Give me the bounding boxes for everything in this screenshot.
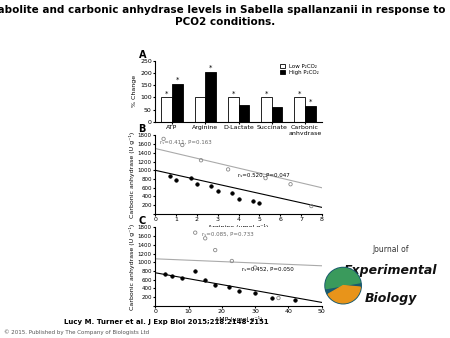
Bar	[194, 97, 205, 122]
Text: Experimental: Experimental	[344, 264, 437, 277]
Point	[166, 173, 173, 178]
Point	[249, 198, 256, 204]
Point	[198, 158, 205, 163]
Text: B: B	[139, 124, 146, 134]
Point	[287, 182, 294, 187]
Point	[212, 282, 219, 287]
Bar	[161, 97, 172, 122]
Text: *: *	[265, 91, 268, 96]
Text: Biology: Biology	[364, 292, 417, 305]
Point	[187, 175, 194, 181]
Point	[162, 271, 169, 276]
Point	[235, 288, 242, 294]
Point	[235, 197, 242, 202]
Text: rₛ=0.452, P=0.050: rₛ=0.452, P=0.050	[242, 267, 293, 272]
Text: A: A	[139, 50, 146, 59]
Circle shape	[325, 267, 361, 304]
Point	[172, 177, 180, 183]
Text: rₛ=0.411, P=0.163: rₛ=0.411, P=0.163	[160, 139, 212, 144]
Point	[275, 295, 282, 301]
Y-axis label: Carbonic anhydrase (U g⁻¹): Carbonic anhydrase (U g⁻¹)	[129, 131, 135, 218]
Text: *: *	[231, 91, 235, 96]
Text: Journal of: Journal of	[373, 245, 409, 254]
Text: *: *	[298, 91, 302, 96]
Point	[212, 247, 219, 253]
Point	[192, 230, 199, 235]
X-axis label: Arginine (μmol g⁻¹): Arginine (μmol g⁻¹)	[208, 224, 269, 230]
Y-axis label: Carbonic anhydrase (U g⁻¹): Carbonic anhydrase (U g⁻¹)	[129, 223, 135, 310]
Point	[168, 273, 176, 279]
Bar	[305, 106, 316, 122]
Text: *: *	[165, 91, 168, 96]
Point	[178, 275, 185, 281]
Point	[292, 297, 299, 303]
Y-axis label: % Change: % Change	[132, 75, 137, 107]
Point	[228, 258, 235, 264]
Bar	[261, 97, 272, 122]
Text: *: *	[209, 65, 212, 71]
Wedge shape	[328, 286, 360, 303]
X-axis label: AMP (μmol g⁻¹): AMP (μmol g⁻¹)	[215, 316, 262, 322]
Bar	[272, 107, 283, 122]
Point	[262, 175, 269, 181]
Point	[194, 182, 201, 187]
Text: Lucy M. Turner et al. J Exp Biol 2015;218:2148-2151: Lucy M. Turner et al. J Exp Biol 2015;21…	[64, 319, 269, 325]
Point	[308, 203, 315, 209]
Point	[179, 142, 186, 148]
Text: © 2015. Published by The Company of Biologists Ltd: © 2015. Published by The Company of Biol…	[4, 329, 149, 335]
Point	[229, 190, 236, 196]
Point	[208, 184, 215, 189]
Point	[225, 167, 232, 172]
Text: Metabolite and carbonic anhydrase levels in Sabella spallanzanii in response to : Metabolite and carbonic anhydrase levels…	[0, 5, 450, 27]
Text: C: C	[139, 216, 146, 226]
Bar	[205, 72, 216, 122]
Point	[252, 265, 259, 270]
Point	[256, 201, 263, 206]
Point	[214, 189, 221, 194]
Point	[225, 284, 232, 289]
Text: rₛ=0.085, P=0.733: rₛ=0.085, P=0.733	[202, 231, 254, 236]
Point	[252, 291, 259, 296]
Legend: Low P₂CO₂, High P₂CO₂: Low P₂CO₂, High P₂CO₂	[280, 64, 319, 75]
Bar	[172, 84, 183, 122]
Wedge shape	[326, 268, 360, 289]
Point	[160, 136, 167, 142]
Text: *: *	[309, 99, 312, 105]
Text: rₛ=0.520, P=0.047: rₛ=0.520, P=0.047	[238, 173, 290, 178]
Bar	[294, 97, 305, 122]
Point	[202, 277, 209, 283]
Bar	[228, 97, 238, 122]
Bar	[238, 105, 249, 122]
Text: *: *	[176, 77, 179, 83]
Point	[192, 269, 199, 274]
Point	[202, 236, 209, 241]
Point	[268, 295, 275, 300]
